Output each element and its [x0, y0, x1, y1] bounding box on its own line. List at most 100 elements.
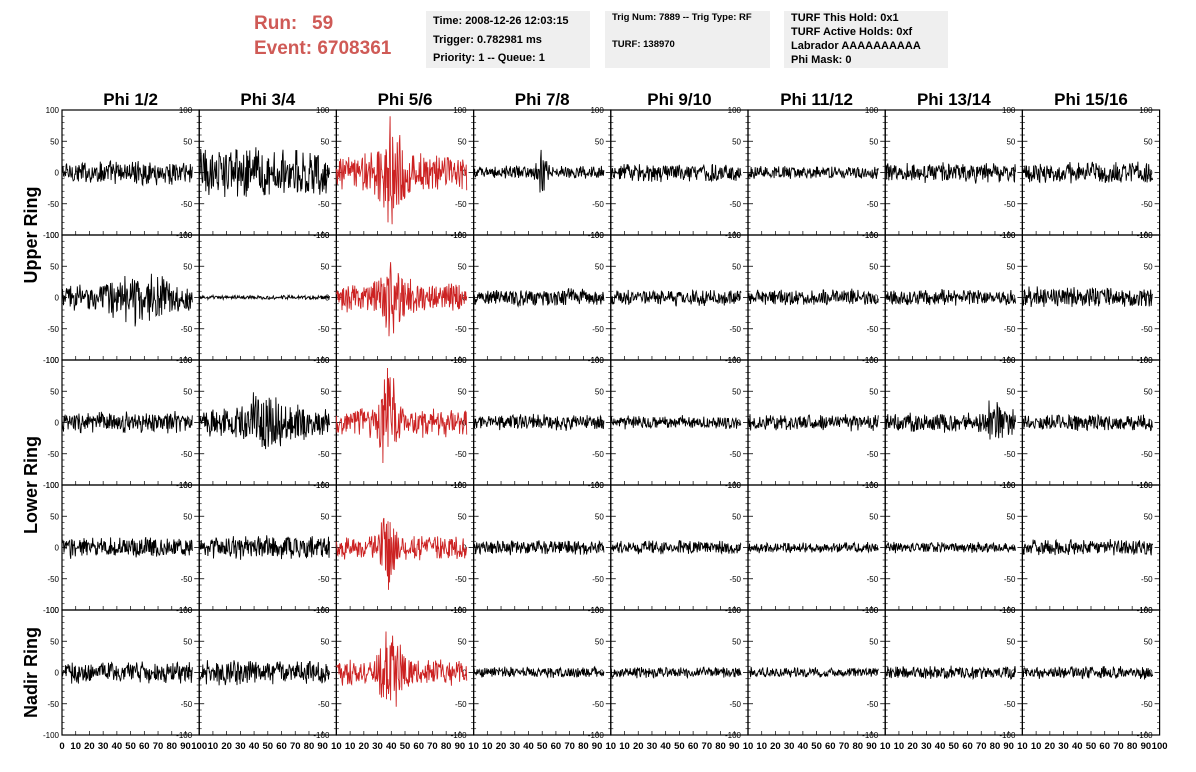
y-tick-label: 50 — [183, 137, 192, 146]
y-tick-label: 100 — [865, 106, 879, 115]
y-tick-label: 50 — [732, 262, 741, 271]
x-tick-label: 70 — [839, 741, 850, 752]
y-tick-label: 100 — [1002, 481, 1016, 490]
x-tick-label: 90 — [1003, 741, 1014, 752]
waveform-trace — [61, 536, 193, 559]
y-tick-label: 0 — [737, 169, 742, 178]
x-tick-label: 70 — [976, 741, 987, 752]
y-tick-label: 100 — [316, 106, 330, 115]
waveform-trace — [473, 413, 605, 431]
trig-info-box: Trig Num: 7889 -- Trig Type: RF TURF: 13… — [605, 11, 770, 68]
x-tick-label: 70 — [427, 741, 438, 752]
x-tick-label: 50 — [1086, 741, 1097, 752]
x-tick-label: 10 — [1017, 741, 1028, 752]
y-tick-label: -100 — [43, 231, 60, 240]
y-tick-label: 50 — [458, 137, 467, 146]
x-tick-label: 10 — [468, 741, 479, 752]
labrador-text: Labrador AAAAAAAAAA — [791, 40, 921, 52]
x-tick-label: 20 — [770, 741, 781, 752]
x-tick-label: 40 — [386, 741, 397, 752]
y-tick-label: 50 — [595, 387, 604, 396]
y-tick-label: -100 — [725, 731, 742, 740]
x-tick-label: 40 — [249, 741, 260, 752]
y-tick-label: 50 — [732, 387, 741, 396]
phi-mask-text: Phi Mask: 0 — [791, 54, 852, 66]
y-tick-label: 100 — [179, 231, 193, 240]
y-tick-label: 50 — [869, 512, 878, 521]
x-tick-label: 30 — [372, 741, 383, 752]
y-tick-label: -50 — [592, 700, 604, 709]
waveform-trace — [1021, 413, 1154, 432]
x-tick-label: 40 — [798, 741, 809, 752]
y-tick-label: 100 — [865, 356, 879, 365]
y-tick-label: 100 — [316, 356, 330, 365]
y-tick-label: 0 — [1148, 419, 1153, 428]
run-label: Run: — [254, 13, 298, 34]
y-tick-label: 50 — [320, 387, 329, 396]
waveform-trace — [884, 400, 1016, 440]
y-tick-label: 50 — [1144, 387, 1153, 396]
y-tick-label: 100 — [453, 106, 467, 115]
waveform-trace — [61, 159, 193, 187]
x-tick-label: 80 — [715, 741, 726, 752]
y-tick-label: 50 — [50, 387, 59, 396]
x-tick-label: 80 — [441, 741, 452, 752]
y-tick-label: -50 — [1004, 575, 1016, 584]
x-tick-label: 60 — [688, 741, 699, 752]
y-tick-label: 100 — [1002, 106, 1016, 115]
y-tick-label: -100 — [588, 731, 605, 740]
ring-label: Lower Ring — [21, 436, 41, 534]
x-tick-label: 30 — [647, 741, 658, 752]
y-tick-label: 0 — [188, 669, 193, 678]
y-tick-label: 0 — [1011, 294, 1016, 303]
y-tick-label: 0 — [599, 544, 604, 553]
y-tick-label: 50 — [50, 512, 59, 521]
y-tick-label: 100 — [1139, 356, 1153, 365]
x-tick-label: 70 — [153, 741, 164, 752]
y-tick-label: 100 — [179, 106, 193, 115]
y-tick-label: -100 — [176, 731, 193, 740]
column-header: Phi 15/16 — [1054, 90, 1128, 109]
y-tick-label: -50 — [181, 200, 193, 209]
y-tick-label: 50 — [595, 262, 604, 271]
waveform-trace — [335, 517, 468, 590]
y-tick-label: 100 — [865, 481, 879, 490]
y-tick-label: -50 — [592, 450, 604, 459]
x-tick-label: 30 — [921, 741, 932, 752]
y-tick-label: -50 — [592, 325, 604, 334]
y-tick-label: 50 — [595, 637, 604, 646]
y-tick-label: -50 — [729, 200, 741, 209]
x-tick-label: 90 — [1141, 741, 1152, 752]
y-tick-label: 50 — [1144, 512, 1153, 521]
x-tick-label: 20 — [907, 741, 918, 752]
y-tick-label: -50 — [729, 575, 741, 584]
x-tick-label: 90 — [592, 741, 603, 752]
y-tick-label: 100 — [728, 231, 742, 240]
y-tick-label: 50 — [1144, 262, 1153, 271]
x-tick-label: 80 — [1127, 741, 1138, 752]
x-tick-label: 60 — [551, 741, 562, 752]
y-tick-label: -50 — [318, 450, 330, 459]
y-tick-label: 100 — [46, 481, 60, 490]
x-tick-label: 50 — [400, 741, 411, 752]
waveform-trace — [61, 410, 193, 434]
y-tick-label: -100 — [43, 606, 60, 615]
event-value: 6708361 — [317, 38, 392, 59]
x-tick-label: 30 — [509, 741, 520, 752]
y-tick-label: 100 — [453, 356, 467, 365]
waveform-trace — [884, 541, 1016, 554]
x-tick-label: 10 — [331, 741, 342, 752]
y-tick-label: 0 — [55, 294, 60, 303]
y-tick-label: -50 — [592, 200, 604, 209]
y-tick-label: -50 — [1004, 450, 1016, 459]
waveform-trace — [884, 162, 1016, 184]
x-tick-label: 10 — [743, 741, 754, 752]
waveform-trace — [1021, 666, 1154, 680]
x-tick-label: 90 — [866, 741, 877, 752]
x-tick-label: 10 — [208, 741, 219, 752]
waveform-trace — [747, 165, 879, 180]
turf-text: TURF: 138970 — [612, 39, 675, 50]
y-tick-label: -50 — [47, 450, 59, 459]
waveform-trace — [610, 289, 742, 307]
y-tick-label: 100 — [865, 231, 879, 240]
